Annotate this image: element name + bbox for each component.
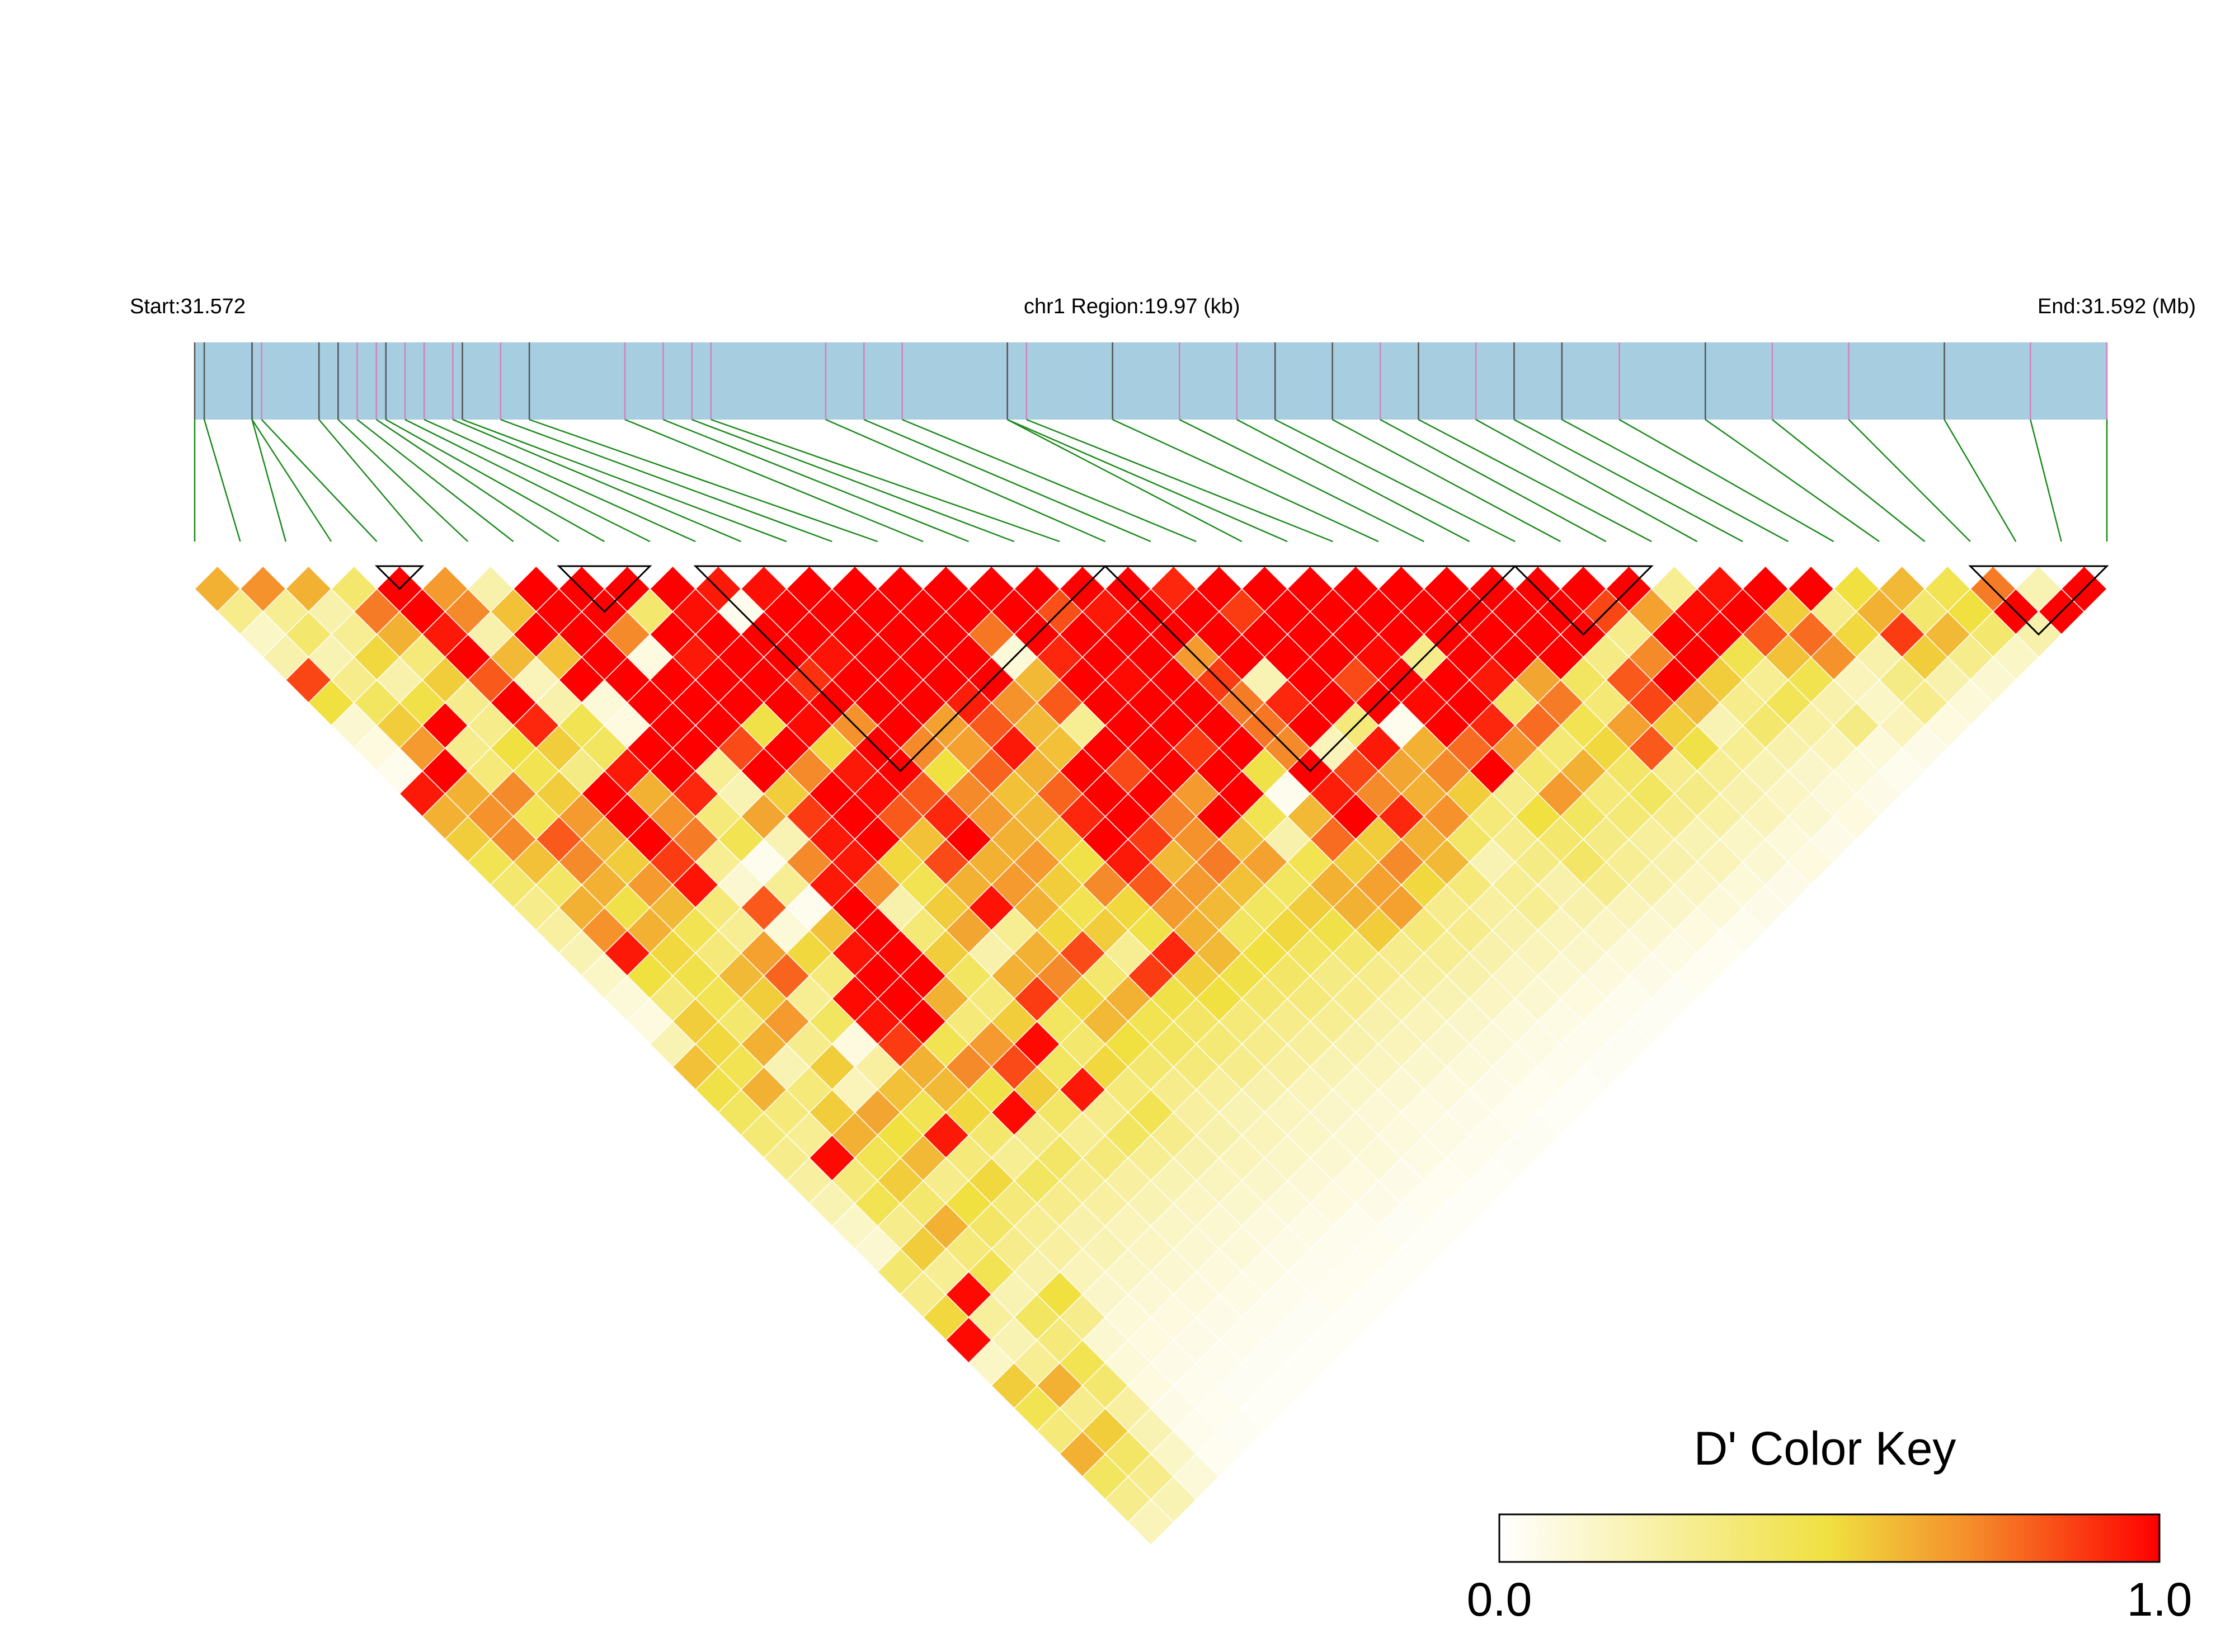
snp-connector-20 <box>711 418 1060 543</box>
snp-connector-22 <box>863 418 1151 543</box>
snp-connector-2 <box>203 419 241 542</box>
snp-markers <box>194 342 2108 420</box>
snp-connector-7 <box>337 419 469 542</box>
ld-blocks <box>374 565 2109 773</box>
ld-block-1 <box>374 565 425 590</box>
snp-connector-10 <box>385 418 605 543</box>
snp-connector-5 <box>261 419 378 542</box>
snp-connector-24 <box>1007 418 1243 543</box>
snp-connector-26 <box>1026 418 1333 543</box>
snp-connector-33 <box>1418 418 1652 543</box>
snp-connector-15 <box>500 418 832 543</box>
snp-connector-13 <box>452 418 742 543</box>
snp-connector-25 <box>1007 418 1288 543</box>
snp-connector-41 <box>1944 419 2017 542</box>
snp-connector-9 <box>376 418 559 543</box>
start-label: Start:31.572 <box>130 295 246 318</box>
snp-connector-30 <box>1274 418 1516 543</box>
region-label: chr1 Region:19.97 (kb) <box>1024 295 1240 318</box>
snp-connector-6 <box>318 419 423 542</box>
snp-connector-12 <box>424 418 696 543</box>
ld-block-6 <box>1968 565 2109 636</box>
snp-connector-42 <box>2030 419 2062 542</box>
snp-connector-38 <box>1705 418 1880 543</box>
snp-connector-34 <box>1475 418 1698 543</box>
color-key-title: D' Color Key <box>1694 1422 1956 1475</box>
snp-connector-21 <box>825 418 1106 543</box>
snp-connector-19 <box>691 418 1015 543</box>
snp-connector-39 <box>1772 419 1926 542</box>
snp-connector-23 <box>902 418 1197 543</box>
snp-connector-29 <box>1236 418 1470 543</box>
snp-connector-32 <box>1380 418 1607 543</box>
ld-block-2 <box>557 565 652 613</box>
snp-connector-37 <box>1618 418 1834 543</box>
snp-connector-14 <box>462 418 787 543</box>
ld-cell-1-43 <box>1127 1499 1174 1546</box>
snp-connector-35 <box>1513 418 1743 543</box>
snp-connectors <box>194 418 2108 543</box>
snp-connector-17 <box>624 418 924 543</box>
snp-connector-36 <box>1561 418 1789 543</box>
snp-connector-18 <box>662 418 969 543</box>
snp-connector-11 <box>404 418 651 543</box>
color-key-bar <box>1498 1513 2161 1563</box>
chromosome-track <box>195 342 2107 420</box>
ld-cells <box>194 565 2108 1546</box>
color-key-min-label: 0.0 <box>1467 1573 1532 1626</box>
snp-connector-40 <box>1848 419 1971 542</box>
ld-block-3 <box>693 565 1108 773</box>
snp-connector-8 <box>356 419 514 542</box>
ld-block-4 <box>1103 565 1517 773</box>
snp-connector-4 <box>251 419 332 542</box>
color-key-max-label: 1.0 <box>2127 1573 2192 1626</box>
snp-connector-27 <box>1112 418 1379 543</box>
snp-connector-28 <box>1179 418 1424 543</box>
snp-connector-31 <box>1332 418 1561 543</box>
snp-connector-16 <box>529 418 878 543</box>
snp-connector-3 <box>251 419 286 542</box>
ld-block-5 <box>1513 565 1654 636</box>
end-label: End:31.592 (Mb) <box>2038 295 2196 318</box>
